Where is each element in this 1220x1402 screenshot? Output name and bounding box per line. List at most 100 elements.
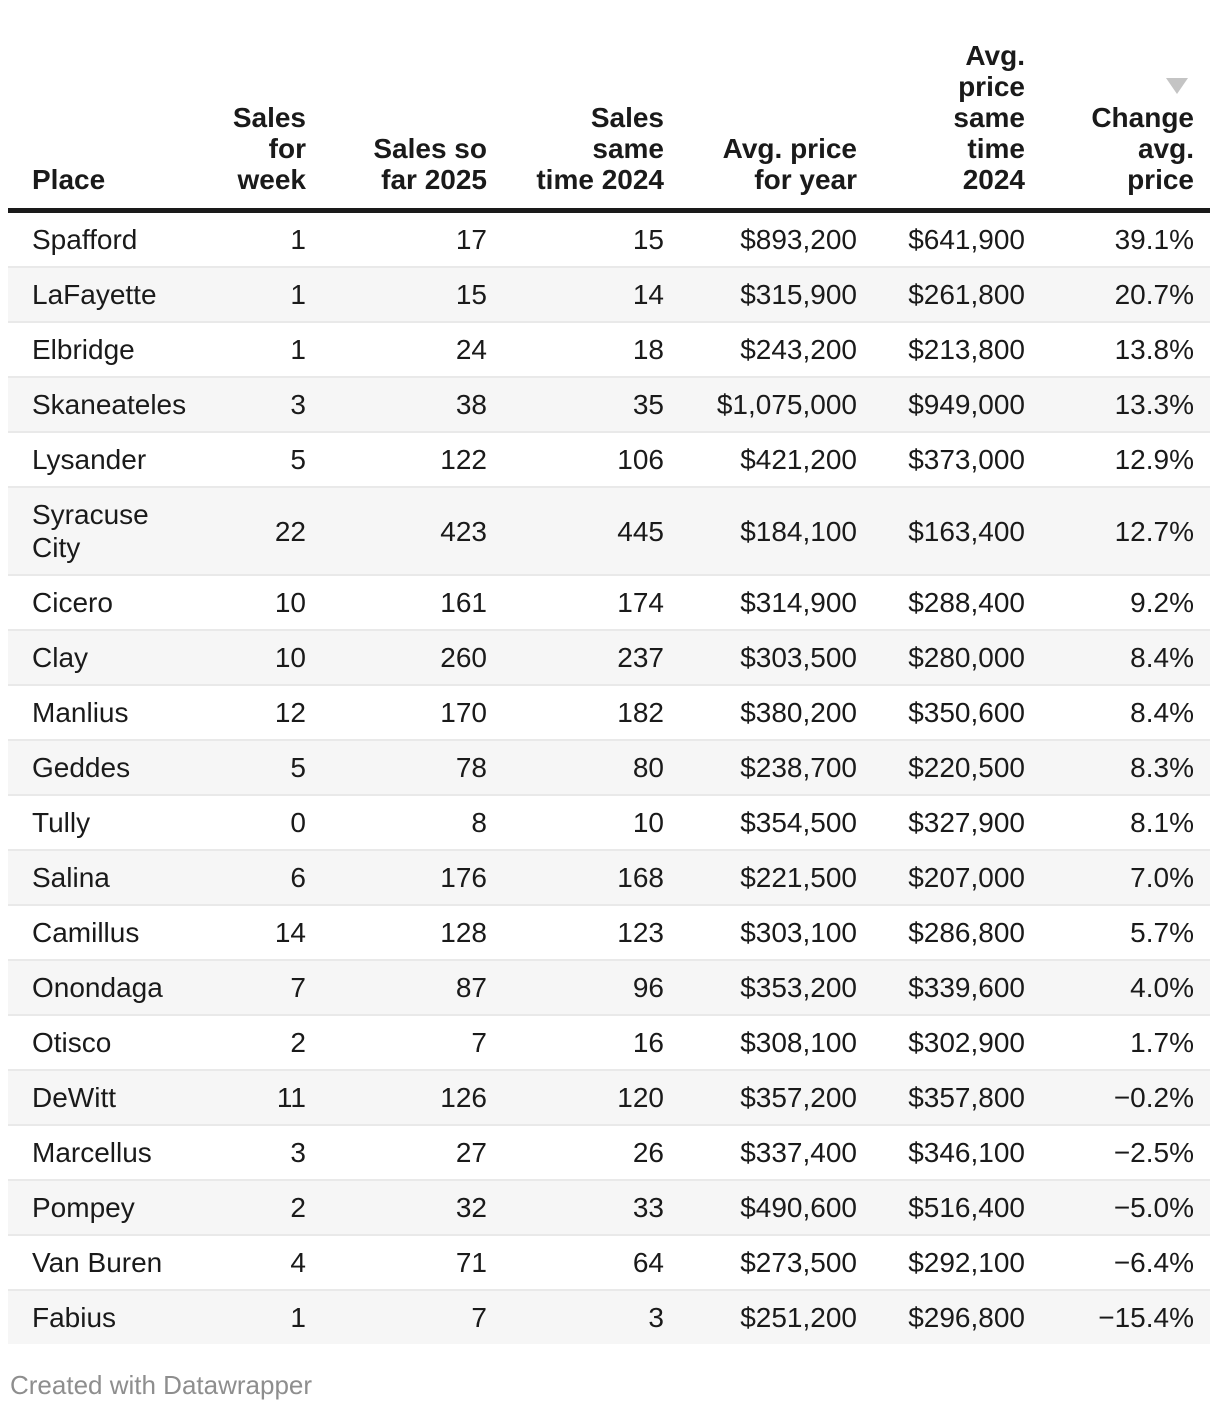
place-cell: LaFayette [32, 279, 157, 310]
value-cell: $315,900 [740, 279, 857, 310]
column-header-place[interactable]: Place [8, 0, 202, 213]
value-cell: 32 [455, 1192, 487, 1223]
value-cell: $337,400 [740, 1137, 857, 1168]
column-label: Place [32, 164, 106, 195]
value-cell: 12.9% [1114, 444, 1194, 475]
table-row: Otisco 2 7 16 $308,100 $302,900 1.7% [8, 1015, 1210, 1070]
value-cell: 39.1% [1114, 224, 1194, 255]
value-cell: $516,400 [908, 1192, 1025, 1223]
value-cell: $303,500 [740, 642, 857, 673]
value-cell: $346,100 [908, 1137, 1025, 1168]
value-cell: 22 [274, 515, 306, 547]
table-row: Geddes 5 78 80 $238,700 $220,500 8.3% [8, 740, 1210, 795]
value-cell: $357,800 [908, 1082, 1025, 1113]
place-cell: Cicero [32, 587, 113, 618]
value-cell: 237 [617, 642, 664, 673]
table-row: Fabius 1 7 3 $251,200 $296,800 −15.4% [8, 1290, 1210, 1344]
datawrapper-credit[interactable]: Created with Datawrapper [10, 1370, 313, 1400]
value-cell: 80 [632, 752, 664, 783]
table-row: Salina 6 176 168 $221,500 $207,000 7.0% [8, 850, 1210, 905]
value-cell: 64 [632, 1247, 664, 1278]
value-cell: 5 [290, 444, 306, 475]
table-row: Cicero 10 161 174 $314,900 $288,400 9.2% [8, 575, 1210, 630]
column-header-sales-for-week[interactable]: Sales for week [202, 0, 322, 213]
value-cell: −6.4% [1113, 1247, 1194, 1278]
column-header-avg-price-same-time-2024[interactable]: Avg. price same time 2024 [873, 0, 1041, 213]
value-cell: 24 [455, 334, 487, 365]
column-label: Avg. price for year [722, 133, 857, 195]
value-cell: 2 [290, 1192, 306, 1223]
value-cell: 10 [274, 587, 306, 618]
value-cell: $243,200 [740, 334, 857, 365]
value-cell: 4.0% [1130, 972, 1194, 1003]
column-header-sales-so-far-2025[interactable]: Sales so far 2025 [322, 0, 503, 213]
value-cell: 7 [471, 1027, 487, 1058]
value-cell: 8.3% [1130, 752, 1194, 783]
value-cell: 0 [290, 807, 306, 838]
value-cell: 7 [471, 1302, 487, 1333]
value-cell: 445 [617, 515, 664, 547]
value-cell: $949,000 [908, 389, 1025, 420]
value-cell: 1 [290, 1302, 306, 1333]
value-cell: 38 [455, 389, 487, 420]
place-cell: Elbridge [32, 334, 135, 365]
column-label: Change avg. price [1091, 102, 1194, 195]
value-cell: $1,075,000 [716, 389, 857, 420]
value-cell: 8.4% [1130, 642, 1194, 673]
value-cell: 106 [617, 444, 664, 475]
value-cell: 12 [274, 697, 306, 728]
value-cell: 14 [274, 917, 306, 948]
place-cell: Van Buren [32, 1247, 163, 1278]
value-cell: 174 [617, 587, 664, 618]
value-cell: $339,600 [908, 972, 1025, 1003]
table-row: Marcellus 3 27 26 $337,400 $346,100 −2.5% [8, 1125, 1210, 1180]
value-cell: 15 [455, 279, 487, 310]
value-cell: 11 [276, 1082, 306, 1113]
place-cell: Pompey [32, 1192, 135, 1223]
value-cell: $490,600 [740, 1192, 857, 1223]
value-cell: 8.4% [1130, 697, 1194, 728]
value-cell: $308,100 [740, 1027, 857, 1058]
column-label: Avg. price same time 2024 [953, 40, 1025, 195]
value-cell: 1 [290, 279, 306, 310]
value-cell: 7 [290, 972, 306, 1003]
value-cell: 35 [632, 389, 664, 420]
value-cell: 161 [440, 587, 487, 618]
value-cell: $273,500 [740, 1247, 857, 1278]
value-cell: 6 [290, 862, 306, 893]
table-row: Tully 0 8 10 $354,500 $327,900 8.1% [8, 795, 1210, 850]
place-cell: Salina [32, 862, 110, 893]
value-cell: 78 [455, 752, 487, 783]
place-cell: Manlius [32, 697, 129, 728]
value-cell: 96 [632, 972, 664, 1003]
table-row: Lysander 5 122 106 $421,200 $373,000 12.9% [8, 432, 1210, 487]
value-cell: 27 [455, 1137, 487, 1168]
value-cell: $302,900 [908, 1027, 1025, 1058]
value-cell: 1 [290, 224, 306, 255]
table-row: Clay 10 260 237 $303,500 $280,000 8.4% [8, 630, 1210, 685]
value-cell: 87 [455, 972, 487, 1003]
header-row: Place Sales for week Sales so far 2025 S… [8, 0, 1210, 213]
value-cell: 1.7% [1130, 1027, 1194, 1058]
table-row: Van Buren 4 71 64 $273,500 $292,100 −6.4% [8, 1235, 1210, 1290]
value-cell: 123 [617, 917, 664, 948]
value-cell: $354,500 [740, 807, 857, 838]
value-cell: 12.7% [1114, 515, 1194, 547]
value-cell: $251,200 [740, 1302, 857, 1333]
value-cell: 8 [471, 807, 487, 838]
sort-descending-icon [1166, 78, 1188, 94]
column-header-change-avg-price[interactable]: Change avg. price [1041, 0, 1210, 213]
table-row: Manlius 12 170 182 $380,200 $350,600 8.4% [8, 685, 1210, 740]
column-header-sales-same-time-2024[interactable]: Sales same time 2024 [503, 0, 680, 213]
value-cell: $421,200 [740, 444, 857, 475]
place-cell: Camillus [32, 917, 140, 948]
place-cell: Skaneateles [32, 389, 187, 420]
value-cell: 18 [632, 334, 664, 365]
column-label: Sales for week [232, 102, 306, 195]
column-header-avg-price-for-year[interactable]: Avg. price for year [680, 0, 873, 213]
value-cell: 10 [632, 807, 664, 838]
value-cell: 122 [440, 444, 487, 475]
value-cell: $314,900 [740, 587, 857, 618]
value-cell: 10 [274, 642, 306, 673]
column-label: Sales so far 2025 [373, 133, 487, 195]
